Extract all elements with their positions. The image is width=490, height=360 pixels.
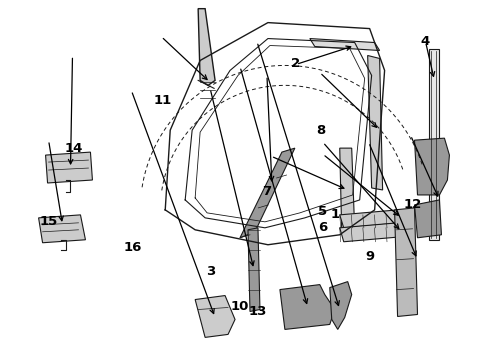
Polygon shape (248, 228, 260, 311)
Text: 7: 7 (262, 185, 271, 198)
Polygon shape (340, 210, 401, 228)
Text: 3: 3 (206, 265, 216, 278)
Text: 6: 6 (318, 221, 327, 234)
Polygon shape (46, 152, 93, 183)
Text: 16: 16 (123, 241, 142, 254)
Polygon shape (310, 39, 380, 50)
Text: 1: 1 (330, 208, 339, 221)
Text: 8: 8 (316, 124, 325, 137)
Polygon shape (330, 282, 352, 329)
Polygon shape (340, 148, 355, 232)
Text: 14: 14 (64, 141, 83, 155)
Text: 5: 5 (318, 205, 327, 219)
Polygon shape (415, 200, 441, 238)
Polygon shape (368, 55, 383, 190)
Text: 12: 12 (403, 198, 422, 211)
Text: 10: 10 (231, 300, 249, 313)
Text: 4: 4 (421, 35, 430, 48)
Polygon shape (394, 208, 417, 316)
Polygon shape (429, 49, 440, 240)
Polygon shape (195, 296, 235, 337)
Polygon shape (280, 285, 335, 329)
Polygon shape (240, 148, 295, 238)
Polygon shape (340, 223, 401, 242)
Text: 2: 2 (291, 57, 300, 70)
Polygon shape (415, 138, 449, 195)
Text: 11: 11 (153, 94, 172, 107)
Polygon shape (198, 9, 215, 85)
Text: 13: 13 (249, 305, 267, 318)
Text: 15: 15 (39, 215, 58, 228)
Polygon shape (39, 215, 85, 243)
Text: 9: 9 (365, 250, 374, 263)
